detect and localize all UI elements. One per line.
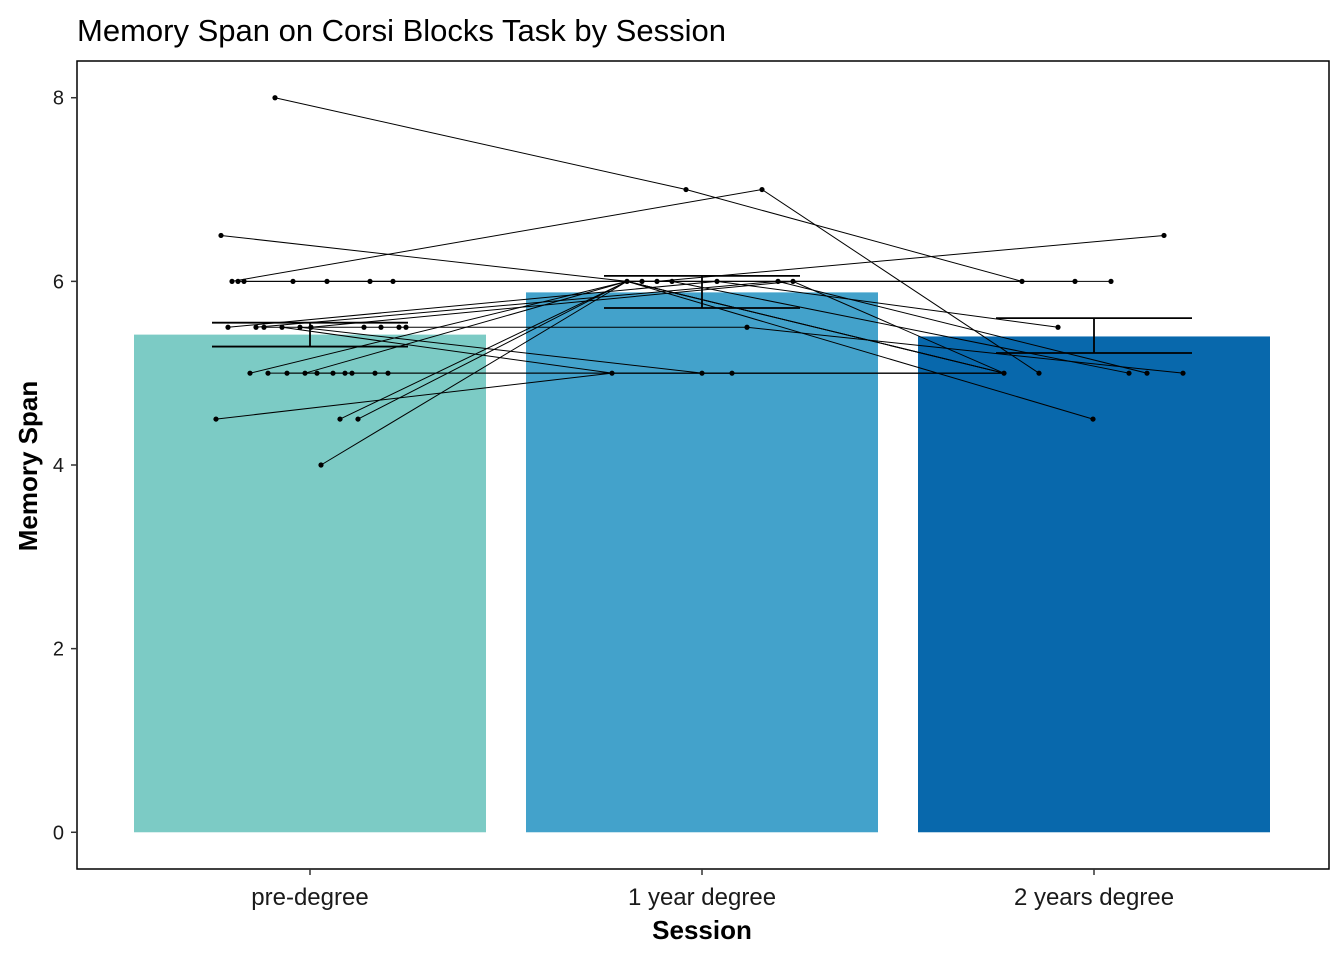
subject-point-1-8 <box>367 278 373 284</box>
subject-point-1-32 <box>355 416 361 422</box>
subject-point-1-1 <box>272 95 278 101</box>
y-axis: 0 2 4 6 8 <box>53 88 77 844</box>
subject-point-1-27 <box>349 370 355 376</box>
subject-point-3-1 <box>1161 232 1167 239</box>
x-axis-title: Session <box>652 915 752 945</box>
subject-point-2-7 <box>714 278 720 284</box>
subject-point-1-12 <box>261 324 267 330</box>
error-bar-1 <box>212 321 408 348</box>
bars-layer <box>134 292 1270 833</box>
subject-point-1-18 <box>396 324 402 330</box>
error-bar-2 <box>604 274 800 309</box>
y-tick-label-3: 4 <box>53 455 64 477</box>
y-tick-label-1: 0 <box>53 822 64 844</box>
subject-point-1-20 <box>247 370 253 376</box>
subject-point-1-10 <box>225 324 231 330</box>
subject-point-1-9 <box>390 278 396 284</box>
subject-point-1-17 <box>378 324 384 330</box>
bar-1 <box>134 334 486 833</box>
subject-point-3-8 <box>1126 370 1132 376</box>
x-tick-label-2: 1 year degree <box>628 884 776 911</box>
error-bars-layer <box>212 274 1192 354</box>
chart-title: Memory Span on Corsi Blocks Task by Sess… <box>77 13 726 48</box>
subject-point-1-29 <box>385 370 391 376</box>
subject-point-2-5 <box>654 278 660 284</box>
subject-point-3-2 <box>1019 278 1025 284</box>
subject-point-3-11 <box>1090 416 1096 422</box>
subject-point-1-31 <box>337 416 343 422</box>
y-tick-label-5: 8 <box>53 88 64 110</box>
subject-point-2-10 <box>744 324 750 330</box>
y-tick-label-2: 2 <box>53 639 64 661</box>
subject-point-2-8 <box>775 278 781 284</box>
subject-point-2-6 <box>669 278 675 284</box>
subject-point-1-24 <box>314 370 320 376</box>
y-axis-title: Memory Span <box>13 381 43 552</box>
subject-point-1-19 <box>403 324 409 330</box>
subject-point-2-9 <box>790 278 796 284</box>
x-axis: pre-degree 1 year degree 2 years degree <box>251 869 1174 911</box>
subject-point-2-13 <box>729 370 735 376</box>
subject-point-1-11 <box>253 324 259 330</box>
subject-point-2-3 <box>624 278 630 284</box>
subject-point-3-6 <box>1001 370 1007 376</box>
subject-point-1-13 <box>279 324 285 330</box>
subject-point-3-3 <box>1072 278 1078 284</box>
bar-3 <box>918 336 1270 833</box>
subject-point-1-25 <box>330 370 336 376</box>
subject-point-1-21 <box>265 370 271 376</box>
subject-point-1-28 <box>372 370 378 376</box>
subject-point-2-12 <box>699 370 705 376</box>
subject-point-3-4 <box>1108 278 1114 284</box>
subject-point-1-14 <box>297 324 303 330</box>
subject-point-1-5 <box>241 278 247 284</box>
subject-point-1-30 <box>213 416 219 422</box>
subject-point-1-23 <box>302 370 308 376</box>
error-bar-3 <box>996 317 1192 354</box>
subject-point-1-2 <box>218 232 224 239</box>
subject-point-1-4 <box>235 278 241 284</box>
subject-points-layer <box>213 95 1186 468</box>
subject-point-2-4 <box>639 278 645 284</box>
subject-point-2-2 <box>759 186 765 193</box>
subject-point-1-16 <box>361 324 367 330</box>
subject-point-1-22 <box>284 370 290 376</box>
x-tick-label-1: pre-degree <box>251 884 368 911</box>
subject-line-5 <box>244 234 1165 282</box>
subject-point-1-6 <box>290 278 296 284</box>
subject-point-1-3 <box>229 278 235 284</box>
subject-point-2-1 <box>683 186 689 193</box>
bar-2 <box>526 292 878 833</box>
x-tick-label-3: 2 years degree <box>1014 884 1174 911</box>
subject-point-3-5 <box>1055 324 1061 330</box>
subject-point-1-26 <box>342 370 348 376</box>
subject-point-2-11 <box>609 370 615 376</box>
subject-point-3-7 <box>1036 370 1042 376</box>
subject-point-1-33 <box>318 462 324 468</box>
subject-point-3-9 <box>1144 370 1150 376</box>
subject-point-1-7 <box>324 278 330 284</box>
subject-point-3-10 <box>1180 370 1186 376</box>
y-tick-label-4: 6 <box>53 271 64 293</box>
